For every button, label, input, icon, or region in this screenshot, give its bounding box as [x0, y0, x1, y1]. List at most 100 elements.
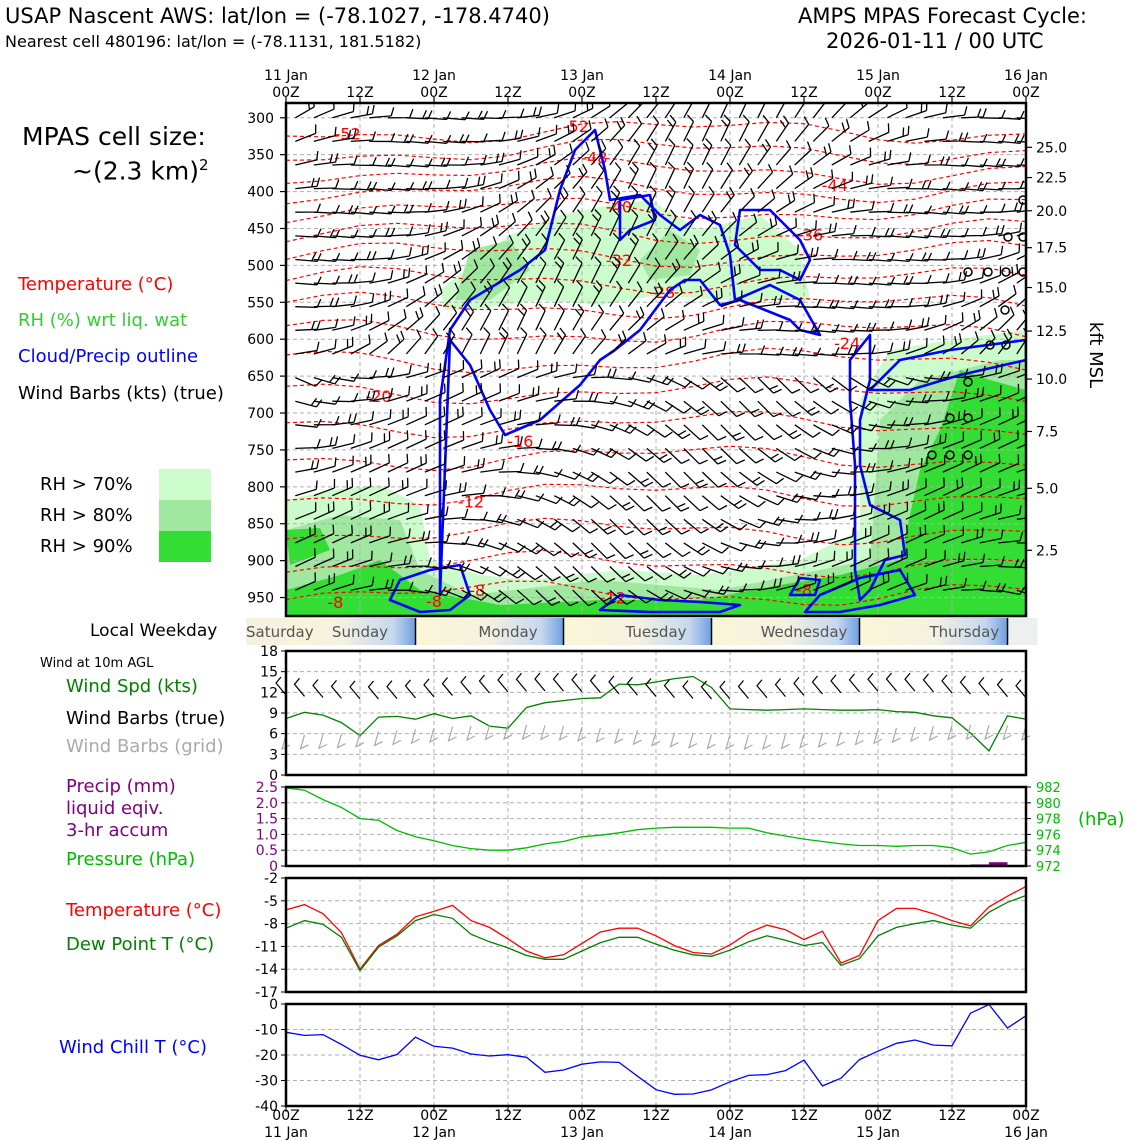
wind-barb — [553, 143, 573, 166]
wind-barb — [701, 542, 729, 554]
top-time-hour-label: 00Z — [716, 85, 743, 101]
wind-barb — [332, 574, 355, 591]
wind-barb — [313, 501, 335, 520]
wind-barb — [609, 447, 637, 461]
wind-barb — [517, 106, 543, 119]
wind-barb — [590, 495, 617, 510]
wind-barb — [387, 267, 411, 284]
windchill-line — [285, 1003, 1027, 1095]
isotherm-label: -36 — [797, 225, 823, 244]
wind-barb — [775, 115, 790, 142]
wind-barb — [979, 224, 1005, 237]
wind-barb — [775, 424, 802, 440]
height-tick-label: 17.5 — [1036, 241, 1067, 257]
wind-barb — [998, 406, 1019, 426]
wind-barb — [479, 303, 492, 331]
wind-barb — [961, 365, 986, 379]
wind-barb — [905, 274, 932, 285]
top-time-date-label: 15 Jan — [856, 68, 900, 84]
grid-wind-barb — [984, 724, 994, 741]
cloud-outline-4 — [868, 338, 1026, 392]
wind-barb — [831, 171, 854, 190]
wind-barb — [738, 187, 756, 213]
wind-barb — [683, 103, 693, 119]
wind-barb — [961, 289, 983, 308]
wind-barb — [535, 518, 563, 531]
wind-panel-ytick-label: 6 — [269, 727, 278, 743]
wind-barb — [701, 161, 714, 189]
wind-barb — [572, 447, 600, 456]
wind-barb — [406, 557, 432, 568]
wind-barb — [295, 548, 316, 568]
wind-barb — [739, 345, 766, 355]
wind-barb — [979, 556, 1005, 568]
wind-barb — [332, 295, 358, 308]
grid-wind-barb — [688, 733, 698, 749]
wind-barb — [295, 377, 323, 387]
wind-barb — [535, 441, 563, 451]
isotherm-label: -24 — [834, 334, 860, 353]
calm-wind-circle — [1001, 267, 1011, 277]
wind-barb — [461, 382, 483, 402]
isotherm-line — [286, 266, 1026, 295]
wind-barb — [387, 528, 411, 544]
wind-barb — [831, 400, 859, 413]
wind-barb — [831, 103, 847, 119]
wind-barb — [498, 327, 509, 355]
wind-barb — [609, 103, 628, 119]
wind-barb — [738, 213, 758, 237]
pressure-tick-label: 900 — [247, 554, 274, 570]
wind-barb — [942, 577, 968, 591]
wind-barb — [850, 571, 871, 591]
wind-barb — [535, 279, 546, 307]
wind-barb — [739, 560, 766, 570]
surface-wind-barb — [386, 680, 398, 700]
temp-panel-ytick-label: -2 — [264, 871, 278, 887]
wind-barb — [461, 196, 484, 213]
wind-barb — [868, 572, 890, 591]
wind-barb — [387, 247, 413, 261]
wind-barb — [812, 143, 832, 166]
grid-wind-barb — [762, 734, 772, 751]
wind-barb — [720, 400, 746, 418]
wind-barb — [535, 414, 561, 426]
rh-key-swatch-90 — [159, 531, 211, 562]
surface-wind-barb — [996, 678, 1008, 698]
wind-barb — [572, 518, 599, 534]
wind-barb — [535, 468, 563, 478]
precip-label-1: Precip (mm) — [66, 776, 176, 797]
wind-barb — [350, 250, 377, 261]
wind-barb — [406, 430, 427, 449]
wind-barb — [868, 460, 894, 473]
wind-barb — [1016, 254, 1026, 261]
wind-barb — [998, 454, 1020, 473]
wind-barb — [498, 108, 525, 119]
wind-barb — [961, 430, 983, 449]
grid-wind-barb — [281, 734, 291, 751]
wind-barb — [406, 454, 427, 473]
calm-wind-circle — [963, 413, 973, 423]
wind-barb — [554, 122, 575, 142]
wind-barb — [498, 409, 522, 426]
top-time-hour-label: 12Z — [642, 85, 669, 101]
wind-barb — [517, 438, 543, 450]
wind-barb — [406, 478, 428, 497]
wind-barb — [424, 179, 451, 190]
wind-barb — [813, 572, 835, 591]
wind-barb — [609, 518, 634, 536]
wind-barb — [553, 542, 580, 558]
grid-wind-barb — [632, 730, 642, 746]
wind-barb — [961, 108, 987, 119]
wind-barb — [664, 471, 690, 489]
cell-size-text: ~(2.3 km) — [72, 156, 199, 186]
wind-barb — [794, 246, 819, 261]
wind-barb — [738, 138, 752, 166]
wind-barb — [887, 125, 910, 143]
wind-barb — [295, 151, 319, 166]
wind-barb — [590, 209, 602, 237]
wind-barb — [720, 103, 729, 119]
wind-barb — [664, 138, 676, 166]
weekday-label: Thursday — [928, 623, 999, 641]
height-tick-label: 5.0 — [1036, 481, 1058, 497]
wind-barb — [627, 332, 647, 355]
